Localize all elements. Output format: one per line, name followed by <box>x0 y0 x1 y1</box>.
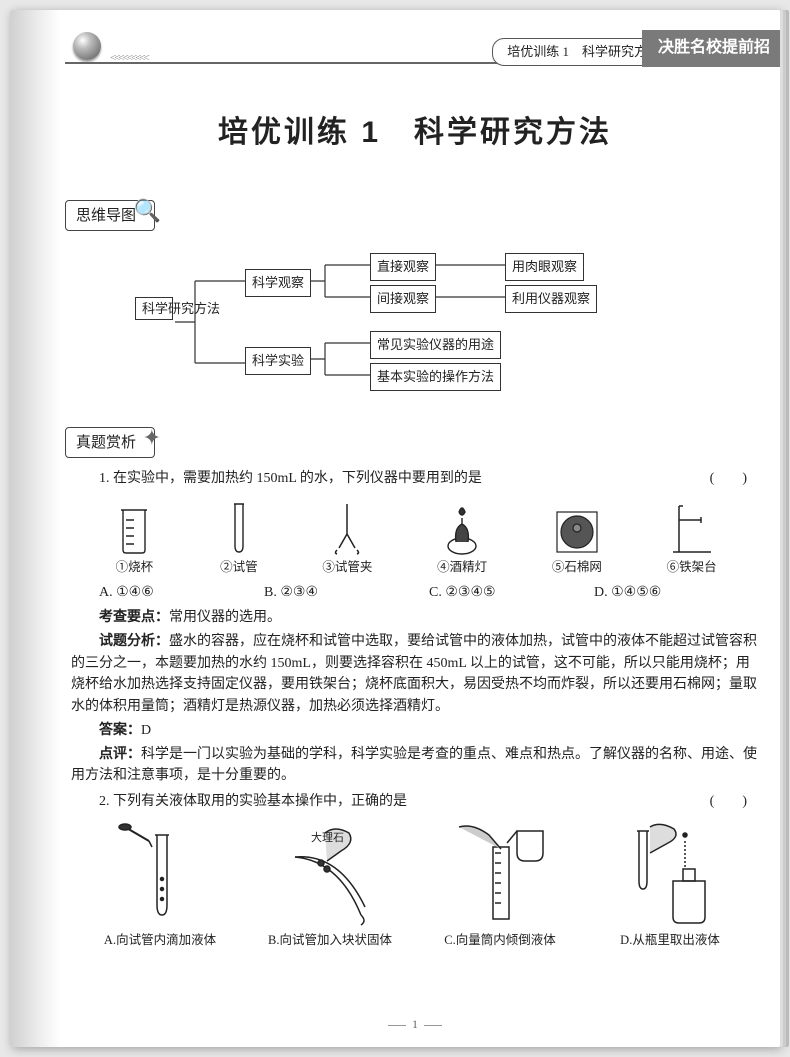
marble-label: 大理石 <box>311 830 344 844</box>
q1-dianping-text: 科学是一门以实验为基础的学科，科学实验是考查的重点、难点和热点。了解仪器的名称、… <box>71 747 757 784</box>
page-header: <<<<<<<<< 培优训练 1 科学研究方法 决胜名校提前招 <box>65 30 765 70</box>
q1-daan-label: 答案： <box>99 723 141 738</box>
q1-fenxi: 试题分析：盛水的容器，应在烧杯和试管中选取，要给试管中的液体加热，试管中的液体不… <box>71 631 759 718</box>
q2-stem-text: 2. 下列有关液体取用的实验基本操作中，正确的是 <box>99 794 407 809</box>
q1-kaodian-label: 考查要点： <box>99 610 169 625</box>
equip-clamp: ③试管夹 <box>322 502 372 577</box>
q1-stem: 1. 在实验中，需要加热约 150mL 的水，下列仪器中要用到的是 ( ) <box>71 468 759 490</box>
q2-option-a: A.向试管内滴加液体 <box>78 931 241 950</box>
q2-fig-a: A.向试管内滴加液体 <box>78 823 241 950</box>
page-number: 1 <box>65 1015 765 1034</box>
q2-figure-row: A.向试管内滴加液体 大理石 B.向试管加入块状固体 <box>75 821 755 951</box>
mindmap-diagram: 科学研究方法 科学观察 科学实验 直接观察 间接观察 常见实验仪器的用途 基本实… <box>135 247 695 397</box>
q1-option-d: D. ①④⑤⑥ <box>594 582 759 604</box>
q1-equipment-row: ①烧杯 ②试管 ③试管夹 ④酒精灯 ⑤石棉网 <box>81 500 749 578</box>
q2-fig-d: D.从瓶里取出液体 <box>588 823 751 950</box>
magnifier-icon: 🔍 <box>134 194 161 228</box>
q1-stem-text: 1. 在实验中，需要加热约 150mL 的水，下列仪器中要用到的是 <box>99 471 482 486</box>
mindmap-lines <box>135 247 695 397</box>
equip-5-label: ⑤石棉网 <box>552 560 602 574</box>
q1-fenxi-text: 盛水的容器，应在烧杯和试管中选取，要给试管中的液体加热，试管中的液体不能超过试管… <box>71 634 757 714</box>
chevrons-icon: <<<<<<<<< <box>110 50 148 67</box>
section-analysis-label: 真题赏析 <box>65 427 155 458</box>
equip-1-label: ①烧杯 <box>116 560 154 574</box>
star-icon: ✦ <box>143 421 161 455</box>
q1-daan-text: D <box>141 723 151 738</box>
q1-dianping-label: 点评： <box>99 747 141 762</box>
page-title: 培优训练 1 科学研究方法 <box>65 110 765 157</box>
page-content: <<<<<<<<< 培优训练 1 科学研究方法 决胜名校提前招 培优训练 1 科… <box>65 30 765 1032</box>
q2-option-d: D.从瓶里取出液体 <box>588 931 751 950</box>
section-analysis-tag: 真题赏析 ✦ <box>65 427 155 458</box>
equip-beaker: ①烧杯 <box>113 504 155 577</box>
q1-kaodian: 考查要点：常用仪器的选用。 <box>71 607 759 629</box>
section-mindmap-tag: 思维导图 🔍 <box>65 200 155 231</box>
equip-2-label: ②试管 <box>220 560 258 574</box>
q2-option-b: B.向试管加入块状固体 <box>248 931 411 950</box>
q1-kaodian-text: 常用仪器的选用。 <box>169 610 281 625</box>
q1-option-c: C. ②③④⑤ <box>429 582 594 604</box>
q1-fenxi-label: 试题分析： <box>99 634 169 649</box>
q1-option-a: A. ①④⑥ <box>99 582 264 604</box>
q2-stem: 2. 下列有关液体取用的实验基本操作中，正确的是 ( ) <box>71 791 759 813</box>
question-1: 1. 在实验中，需要加热约 150mL 的水，下列仪器中要用到的是 ( ) ①烧… <box>71 468 759 951</box>
equip-stand: ⑥铁架台 <box>667 500 717 577</box>
sphere-icon <box>73 32 101 60</box>
q1-dianping: 点评：科学是一门以实验为基础的学科，科学实验是考查的重点、难点和热点。了解仪器的… <box>71 744 759 787</box>
book-page: <<<<<<<<< 培优训练 1 科学研究方法 决胜名校提前招 培优训练 1 科… <box>10 10 780 1047</box>
equip-4-label: ④酒精灯 <box>437 560 487 574</box>
equip-6-label: ⑥铁架台 <box>667 560 717 574</box>
q2-fig-c: C.向量筒内倾倒液体 <box>418 823 581 950</box>
equip-testtube: ②试管 <box>220 502 258 577</box>
equip-gauze: ⑤石棉网 <box>552 508 602 577</box>
q2-paren: ( ) <box>682 791 747 813</box>
q1-daan: 答案：D <box>71 720 759 742</box>
corner-banner: 决胜名校提前招 <box>642 30 780 67</box>
equip-alcohol-lamp: ④酒精灯 <box>437 502 487 577</box>
equip-3-label: ③试管夹 <box>322 560 372 574</box>
q1-options: A. ①④⑥ B. ②③④ C. ②③④⑤ D. ①④⑤⑥ <box>99 582 759 604</box>
q2-fig-b: 大理石 B.向试管加入块状固体 <box>248 823 411 950</box>
q1-paren: ( ) <box>682 468 747 490</box>
q1-option-b: B. ②③④ <box>264 582 429 604</box>
q2-option-c: C.向量筒内倾倒液体 <box>418 931 581 950</box>
